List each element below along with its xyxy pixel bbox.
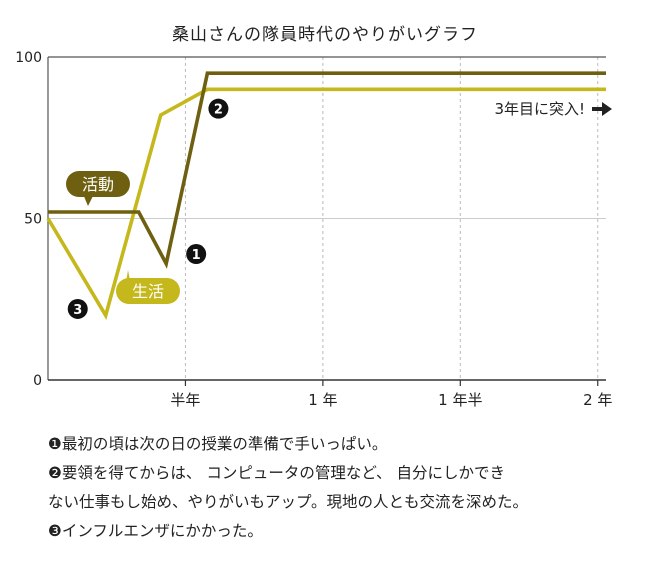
annotation-marker-bg-2: [208, 98, 229, 119]
note-3: ❸インフルエンザにかかった。: [48, 522, 263, 540]
series-label-0: 活動: [82, 175, 114, 194]
series-line-1: [46, 87, 606, 320]
annotation-marker-bg-1: [186, 244, 207, 265]
chart-title: 桑山さんの隊員時代のやりがいグラフ: [172, 25, 478, 45]
annotation-marker-2: 2: [214, 103, 223, 118]
series-line-0: [48, 71, 606, 269]
annotation-marker-1: 1: [192, 248, 201, 263]
annotation-marker-3: 3: [73, 303, 82, 318]
y-tick-label-2: 100: [15, 50, 42, 66]
y-tick-label-1: 50: [24, 212, 42, 228]
series-label-bg-1: [116, 278, 180, 304]
note-1: ❶最初の頃は次の日の授業の準備で手いっぱい。: [48, 435, 388, 453]
note-2: ❷要領を得てからは、 コンピュータの管理など、 自分にしかでき: [48, 464, 505, 482]
notes: ❶最初の頃は次の日の授業の準備で手いっぱい。 ❷要領を得てからは、 コンピュータ…: [48, 430, 628, 546]
x-tick-label-0: 半年: [170, 391, 200, 409]
annotation-marker-bg-3: [67, 298, 88, 319]
x-tick-label-1: 1 年: [308, 391, 337, 409]
series-label-bg-0: [66, 171, 130, 197]
right-arrow-icon: [592, 102, 612, 116]
y-tick-label-0: 0: [33, 373, 42, 389]
x-tick-label-2: 1 年半: [438, 391, 482, 409]
x-tick-label-3: 2 年: [583, 391, 612, 409]
arrow-label: 3年目に突入!: [494, 100, 585, 118]
note-2-cont: ない仕事もし始め、やりがいもアップ。現地の人とも交流を深めた。: [48, 493, 529, 511]
series-label-1: 生活: [132, 282, 164, 301]
